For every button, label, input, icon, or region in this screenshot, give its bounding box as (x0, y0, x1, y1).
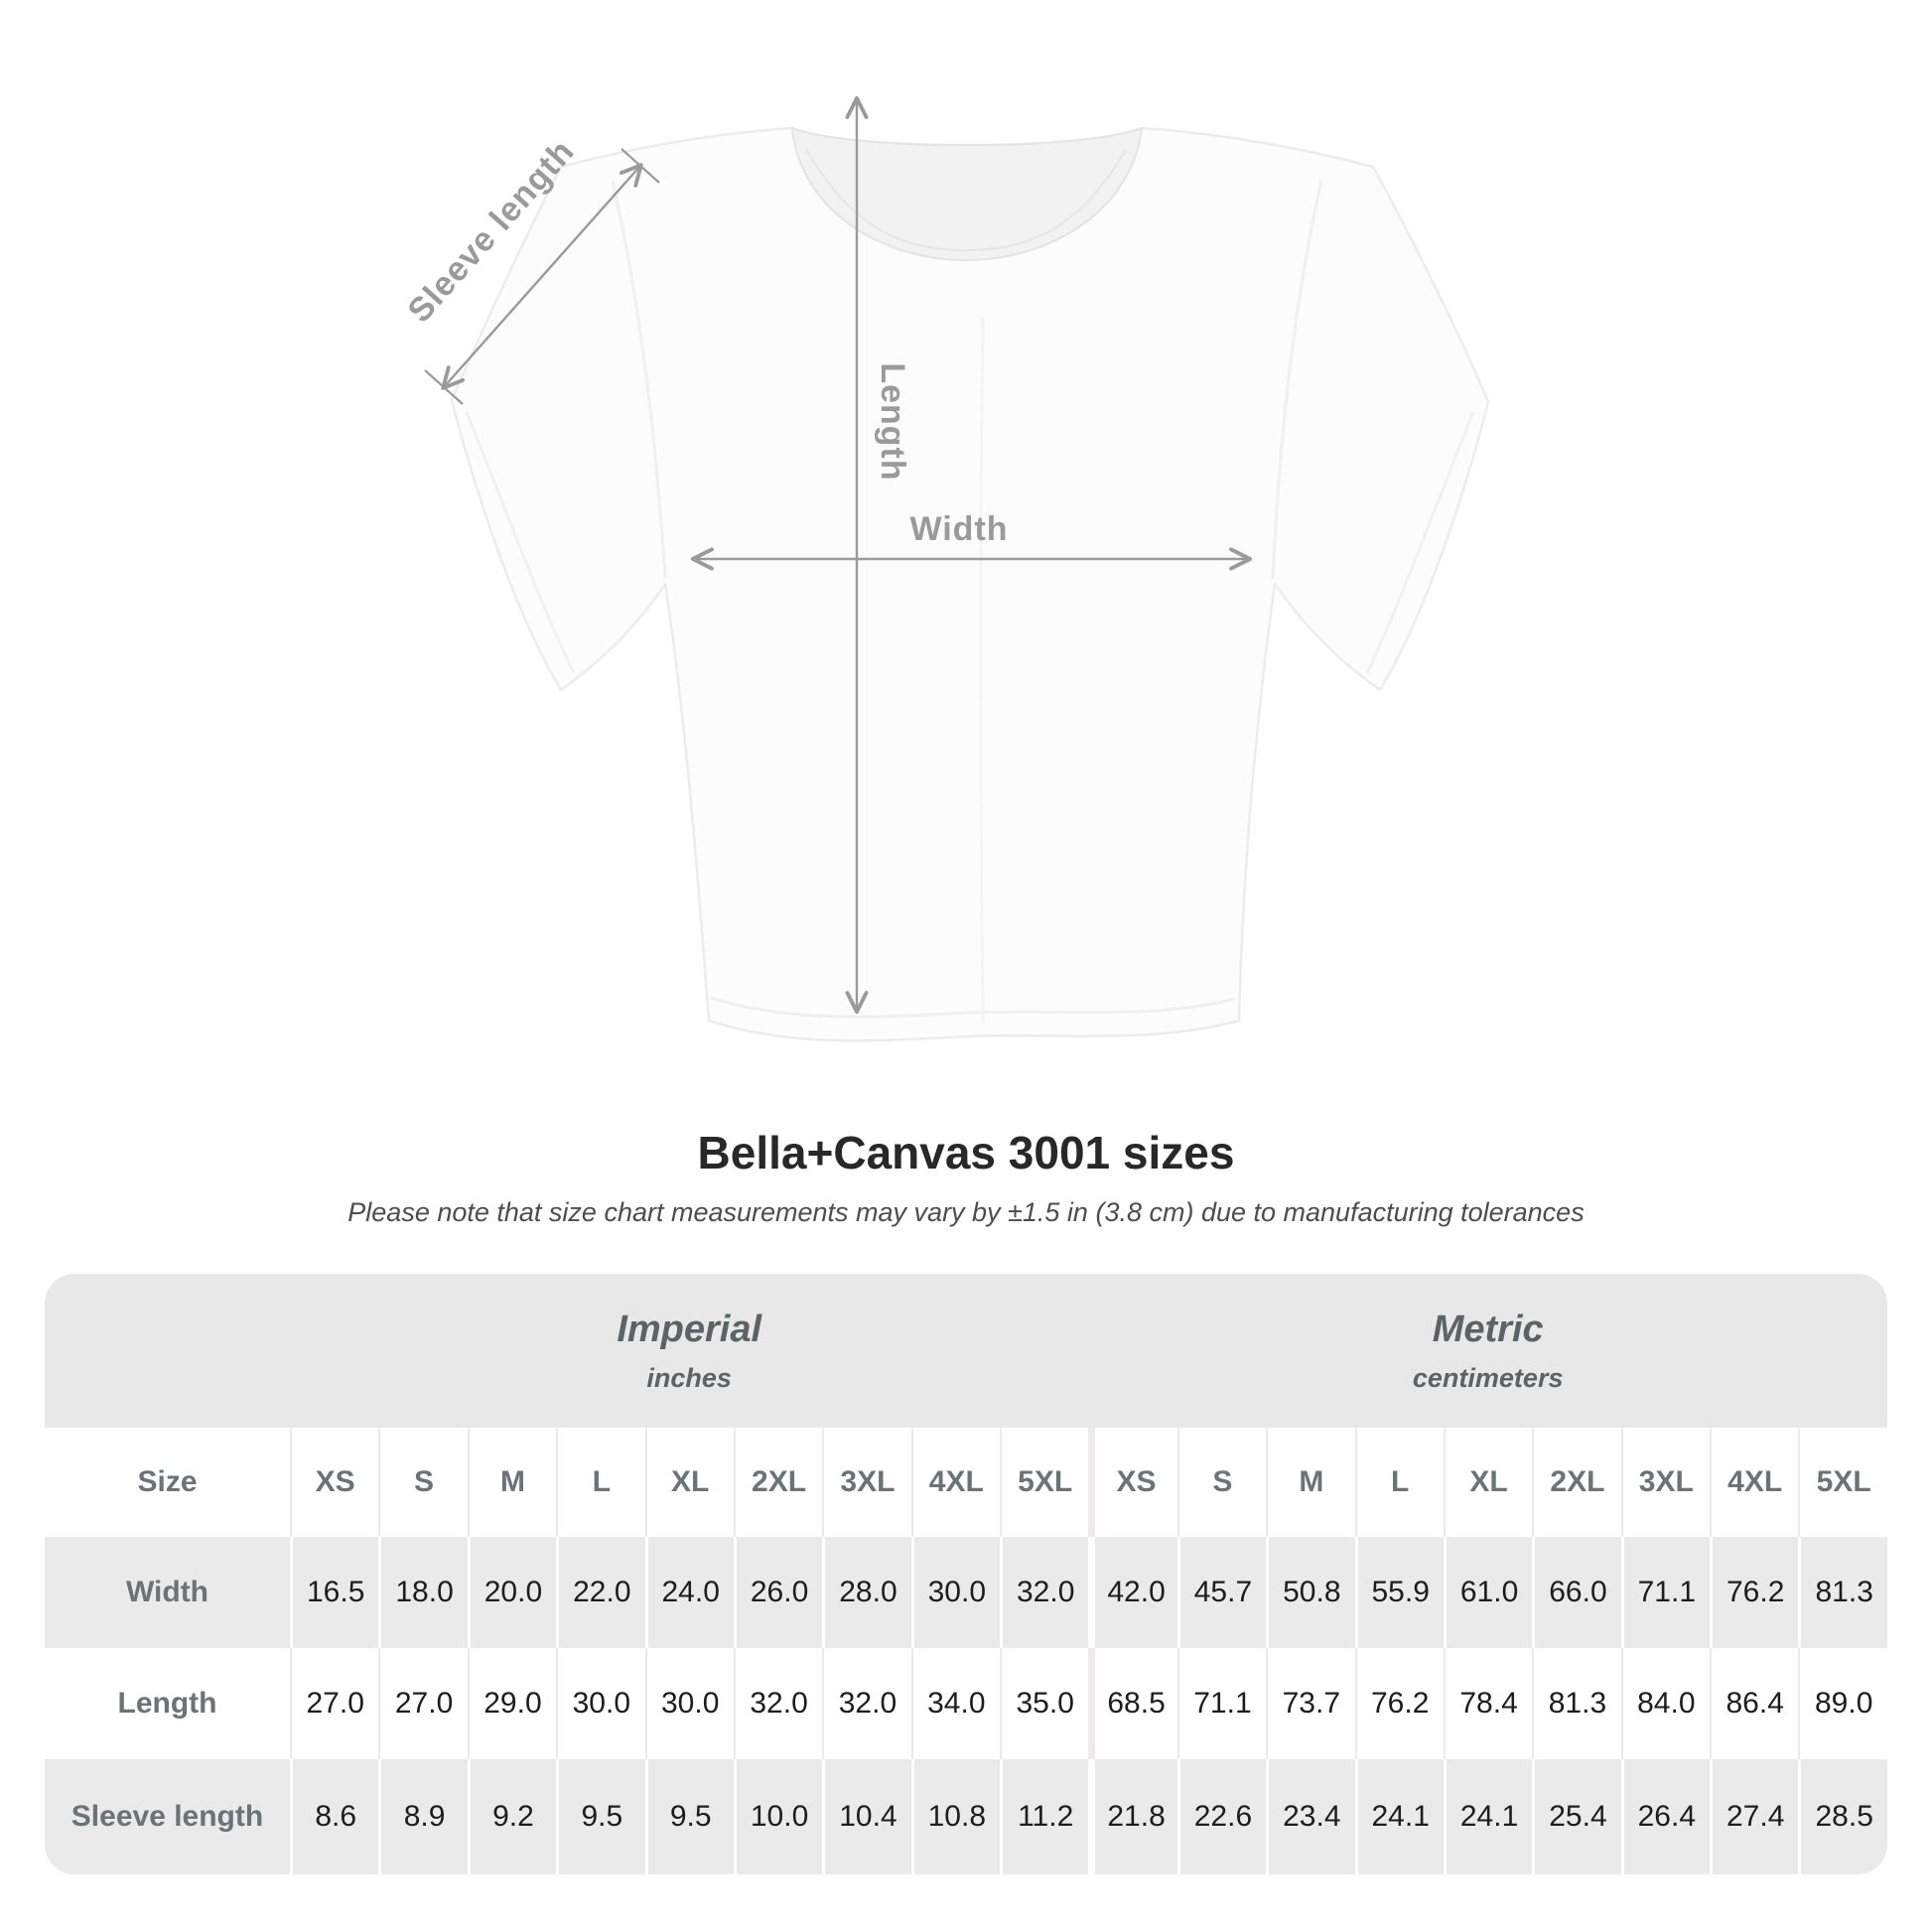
size-header-metric-xs: XS (1088, 1428, 1177, 1537)
size-header-metric-l: L (1354, 1428, 1444, 1537)
imperial-group-title: Imperial (617, 1308, 762, 1350)
size-header-imperial-s: S (378, 1428, 468, 1537)
value-cell-imperial-4xl: 30.0 (910, 1537, 1000, 1648)
value-cell-imperial-xl: 30.0 (644, 1648, 734, 1759)
size-header-metric-4xl: 4XL (1710, 1428, 1799, 1537)
value-cell-imperial-xs: 16.5 (290, 1537, 379, 1648)
value-cell-metric-4xl: 27.4 (1710, 1759, 1799, 1874)
size-table: Imperial inches Metric centimeters Size … (45, 1274, 1887, 1874)
size-header-imperial-xl: XL (644, 1428, 734, 1537)
value-cell-imperial-l: 30.0 (556, 1648, 645, 1759)
tshirt-measurement-diagram: Length Width Sleeve length (400, 95, 1490, 1042)
value-cell-metric-4xl: 76.2 (1710, 1537, 1799, 1648)
value-cell-metric-s: 45.7 (1176, 1537, 1267, 1648)
value-cell-metric-l: 24.1 (1354, 1759, 1444, 1874)
value-cell-imperial-m: 20.0 (467, 1537, 557, 1648)
page-title: Bella+Canvas 3001 sizes (697, 1127, 1235, 1178)
unit-group-row: Imperial inches Metric centimeters (45, 1274, 1887, 1428)
value-cell-metric-s: 71.1 (1176, 1648, 1267, 1759)
size-header-metric-3xl: 3XL (1620, 1428, 1710, 1537)
metric-group-title: Metric (1432, 1308, 1544, 1350)
value-cell-metric-xs: 42.0 (1088, 1537, 1177, 1648)
value-cell-imperial-m: 29.0 (467, 1648, 557, 1759)
heading-block: Bella+Canvas 3001 sizes Please note that… (0, 1126, 1932, 1228)
value-cell-imperial-xs: 27.0 (290, 1648, 379, 1759)
size-header-imperial-5xl: 5XL (1000, 1428, 1089, 1537)
length-label: Length (874, 362, 911, 481)
value-cell-imperial-l: 9.5 (556, 1759, 645, 1874)
size-header-imperial-m: M (467, 1428, 557, 1537)
value-cell-metric-l: 76.2 (1354, 1648, 1444, 1759)
value-cell-imperial-m: 9.2 (467, 1759, 557, 1874)
value-cell-metric-3xl: 71.1 (1620, 1537, 1710, 1648)
value-cell-metric-xs: 21.8 (1088, 1759, 1177, 1874)
value-cell-imperial-4xl: 34.0 (910, 1648, 1000, 1759)
value-cell-metric-m: 23.4 (1266, 1759, 1355, 1874)
value-cell-imperial-2xl: 10.0 (733, 1759, 823, 1874)
size-header-metric-xl: XL (1443, 1428, 1533, 1537)
value-cell-metric-xl: 24.1 (1443, 1759, 1533, 1874)
size-header-imperial-xs: XS (290, 1428, 379, 1537)
value-cell-imperial-2xl: 32.0 (733, 1648, 823, 1759)
value-cell-imperial-s: 27.0 (378, 1648, 468, 1759)
metric-group-unit: centimeters (1412, 1362, 1564, 1393)
value-cell-imperial-l: 22.0 (556, 1537, 645, 1648)
width-label: Width (909, 510, 1008, 548)
size-header-imperial-4xl: 4XL (910, 1428, 1000, 1537)
size-header-metric-2xl: 2XL (1532, 1428, 1621, 1537)
row-label: Width (45, 1537, 290, 1648)
size-header-row: Size XS S M L XL 2XL 3XL 4XL 5XL XS S M L XL 2XL 3XL 4XL… (45, 1428, 1887, 1537)
value-cell-imperial-4xl: 10.8 (910, 1759, 1000, 1874)
value-cell-imperial-3xl: 10.4 (822, 1759, 911, 1874)
value-cell-metric-4xl: 86.4 (1710, 1648, 1799, 1759)
group-row-corner (45, 1274, 290, 1428)
size-table-container: Imperial inches Metric centimeters Size … (45, 1274, 1887, 1874)
value-cell-imperial-3xl: 28.0 (822, 1537, 911, 1648)
metric-group-header: Metric centimeters (1088, 1274, 1887, 1428)
value-cell-metric-l: 55.9 (1354, 1537, 1444, 1648)
value-cell-imperial-xs: 8.6 (290, 1759, 379, 1874)
value-cell-metric-2xl: 66.0 (1532, 1537, 1621, 1648)
row-label: Sleeve length (45, 1759, 290, 1874)
value-cell-metric-xl: 61.0 (1443, 1537, 1533, 1648)
value-cell-imperial-5xl: 35.0 (1000, 1648, 1089, 1759)
value-cell-imperial-xl: 24.0 (644, 1537, 734, 1648)
size-header-imperial-2xl: 2XL (733, 1428, 823, 1537)
sleeve-length-arrow (424, 148, 660, 405)
tolerance-note: Please note that size chart measurements… (347, 1197, 1585, 1227)
value-cell-imperial-3xl: 32.0 (822, 1648, 911, 1759)
value-cell-imperial-5xl: 11.2 (1000, 1759, 1089, 1874)
value-cell-metric-3xl: 84.0 (1620, 1648, 1710, 1759)
value-cell-imperial-s: 18.0 (378, 1537, 468, 1648)
value-cell-imperial-2xl: 26.0 (733, 1537, 823, 1648)
size-header-metric-5xl: 5XL (1798, 1428, 1887, 1537)
size-column-header: Size (45, 1428, 290, 1537)
value-cell-metric-2xl: 25.4 (1532, 1759, 1621, 1874)
value-cell-metric-5xl: 81.3 (1798, 1537, 1887, 1648)
value-cell-imperial-xl: 9.5 (644, 1759, 734, 1874)
row-label: Length (45, 1648, 290, 1759)
value-cell-metric-3xl: 26.4 (1620, 1759, 1710, 1874)
value-cell-imperial-s: 8.9 (378, 1759, 468, 1874)
size-header-metric-m: M (1266, 1428, 1355, 1537)
measurement-row-width: Width 16.5 18.0 20.0 22.0 24.0 26.0 28.0 30.0 32.… (45, 1537, 1887, 1648)
measurement-row-length: Length 27.0 27.0 29.0 30.0 30.0 32.0 32.0 34.0 35… (45, 1648, 1887, 1759)
value-cell-imperial-5xl: 32.0 (1000, 1537, 1089, 1648)
imperial-group-header: Imperial inches (290, 1274, 1089, 1428)
tshirt-graphic (450, 126, 1490, 1042)
value-cell-metric-5xl: 28.5 (1798, 1759, 1887, 1874)
size-header-imperial-l: L (556, 1428, 645, 1537)
size-header-metric-s: S (1176, 1428, 1267, 1537)
size-header-imperial-3xl: 3XL (822, 1428, 911, 1537)
value-cell-metric-s: 22.6 (1176, 1759, 1267, 1874)
value-cell-metric-m: 50.8 (1266, 1537, 1355, 1648)
value-cell-metric-xs: 68.5 (1088, 1648, 1177, 1759)
value-cell-metric-xl: 78.4 (1443, 1648, 1533, 1759)
measurement-row-sleeve-length: Sleeve length 8.6 8.9 9.2 9.5 9.5 10.0 10.4 10.8… (45, 1759, 1887, 1874)
value-cell-metric-2xl: 81.3 (1532, 1648, 1621, 1759)
value-cell-metric-5xl: 89.0 (1798, 1648, 1887, 1759)
value-cell-metric-m: 73.7 (1266, 1648, 1355, 1759)
imperial-group-unit: inches (646, 1362, 732, 1393)
